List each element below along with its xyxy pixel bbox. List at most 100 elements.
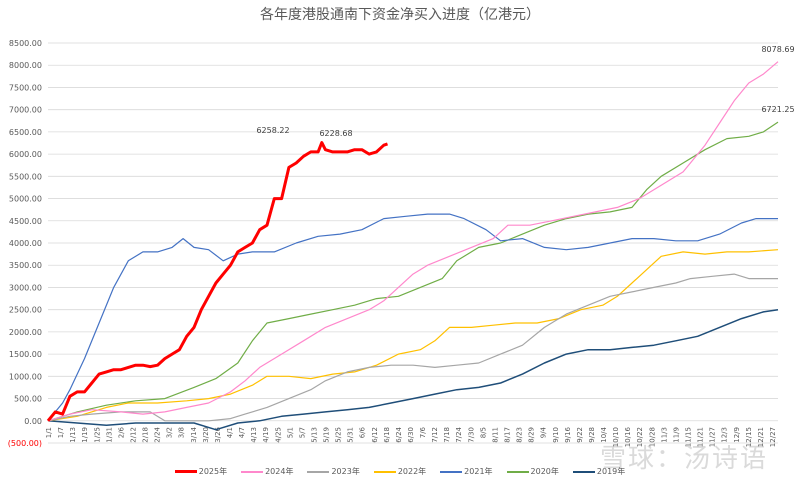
x-tick-label: 4/25 xyxy=(274,427,282,443)
series-line xyxy=(47,213,778,422)
x-tick-label: 12/27 xyxy=(769,427,777,447)
series-line xyxy=(47,61,779,422)
y-tick-label: 2500.00 xyxy=(9,306,42,315)
x-tick-label: 6/18 xyxy=(383,427,391,443)
y-tick-label: 8500.00 xyxy=(9,39,42,48)
legend-swatch xyxy=(572,470,595,473)
x-tick-label: 10/22 xyxy=(636,427,644,447)
y-axis: (500.00) 0.00 500.00 1000.00 1500.00 2000.00 2… xyxy=(8,39,42,448)
legend-label: 2019年 xyxy=(596,467,626,476)
x-tick-label: 5/31 xyxy=(347,427,355,443)
x-tick-label: 4/13 xyxy=(250,427,258,443)
x-tick-label: 9/22 xyxy=(576,427,584,443)
x-tick-label: 11/27 xyxy=(709,427,717,447)
x-tick-label: 12/9 xyxy=(733,427,741,443)
x-tick-label: 3/14 xyxy=(190,426,198,442)
x-tick-label: 12/15 xyxy=(745,427,753,447)
x-tick-label: 2/6 xyxy=(117,426,125,438)
x-tick-label: 6/12 xyxy=(371,427,379,443)
x-tick-label: 1/25 xyxy=(93,427,101,443)
x-tick-label: 1/7 xyxy=(57,427,65,438)
x-tick-label: 10/4 xyxy=(600,426,608,442)
x-axis: 1/1 1/7 1/13 1/19 1/25 1/31 2/6 2/12 2/18 2/24 3/2… xyxy=(45,426,777,447)
legend-label: 2021年 xyxy=(464,467,493,476)
series-lines xyxy=(46,61,779,431)
y-tick-label: (500.00) xyxy=(8,439,42,448)
x-tick-label: 1/31 xyxy=(105,427,113,443)
x-tick-label: 9/16 xyxy=(564,426,572,442)
legend-label: 2022年 xyxy=(397,467,427,476)
x-tick-label: 6/30 xyxy=(407,427,415,443)
x-tick-label: 1/19 xyxy=(81,427,89,443)
y-tick-label: 5000.00 xyxy=(9,195,42,204)
legend-item: 2023年 xyxy=(307,466,360,477)
x-tick-label: 7/30 xyxy=(467,427,475,443)
y-tick-label: 4500.00 xyxy=(9,217,42,226)
x-tick-label: 7/12 xyxy=(431,427,439,443)
series-line xyxy=(47,273,778,422)
x-tick-label: 8/23 xyxy=(516,427,524,443)
series-line xyxy=(47,308,779,431)
x-tick-label: 2/24 xyxy=(154,426,162,442)
y-tick-label: 6000.00 xyxy=(9,150,42,159)
legend-swatch xyxy=(373,470,396,473)
legend: 2025年 2024年 2023年 2022年 2021年 2020年 2019年 xyxy=(0,466,800,477)
y-tick-label: 2000.00 xyxy=(9,328,42,337)
legend-swatch xyxy=(174,470,197,473)
y-tick-label: 1500.00 xyxy=(9,350,42,359)
y-tick-label: 4000.00 xyxy=(9,239,42,248)
x-tick-label: 9/10 xyxy=(552,427,560,443)
x-tick-label: 10/10 xyxy=(612,427,620,447)
legend-label: 2024年 xyxy=(265,467,294,476)
x-tick-label: 4/1 xyxy=(226,427,234,438)
x-tick-label: 3/20 xyxy=(202,427,210,443)
y-tick-label: 1000.00 xyxy=(9,372,42,381)
legend-swatch xyxy=(440,470,463,473)
x-tick-label: 10/28 xyxy=(648,427,656,447)
legend-item: 2019年 xyxy=(572,466,626,477)
series-line xyxy=(47,121,779,422)
y-tick-label: 3000.00 xyxy=(9,283,42,292)
chart-title: 各年度港股通南下资金净买入进度（亿港元） xyxy=(260,7,540,23)
series-line xyxy=(46,141,388,422)
data-labels: 6258.22 6228.68 8078.69 6721.25 xyxy=(256,45,794,138)
series-line xyxy=(47,249,779,422)
data-label: 6721.25 xyxy=(761,105,794,114)
y-tick-label: 7000.00 xyxy=(9,106,42,115)
x-tick-label: 2/18 xyxy=(142,427,150,443)
legend-item: 2022年 xyxy=(373,466,427,477)
y-tick-label: 3500.00 xyxy=(9,261,42,270)
x-tick-label: 7/6 xyxy=(419,426,427,438)
watermark: 雪球：汤诗语 xyxy=(600,444,769,474)
x-tick-label: 1/13 xyxy=(69,427,77,443)
x-tick-label: 11/9 xyxy=(672,427,680,443)
x-tick-label: 12/3 xyxy=(721,427,729,443)
data-label: 8078.69 xyxy=(761,45,794,54)
x-tick-label: 8/17 xyxy=(504,427,512,443)
x-tick-label: 2/12 xyxy=(129,427,137,443)
x-tick-label: 9/28 xyxy=(588,427,596,443)
legend-item: 2020年 xyxy=(506,466,559,477)
x-tick-label: 8/11 xyxy=(491,427,499,443)
x-tick-label: 11/21 xyxy=(697,427,705,447)
x-tick-label: 5/19 xyxy=(323,427,331,443)
legend-item: 2021年 xyxy=(440,466,493,477)
legend-swatch xyxy=(506,470,529,473)
x-tick-label: 6/6 xyxy=(359,426,367,438)
x-tick-label: 4/19 xyxy=(262,427,270,443)
x-tick-label: 5/7 xyxy=(298,427,306,438)
legend-swatch xyxy=(241,470,264,473)
y-tick-label: 7500.00 xyxy=(9,83,42,92)
y-tick-label: 500.00 xyxy=(14,395,42,404)
x-tick-label: 11/3 xyxy=(660,427,668,443)
y-tick-label: 5500.00 xyxy=(9,172,42,181)
y-tick-label: 0.00 xyxy=(24,417,42,426)
legend-label: 2023年 xyxy=(331,467,360,476)
x-tick-label: 8/5 xyxy=(479,427,487,438)
x-tick-label: 6/24 xyxy=(395,426,403,442)
x-tick-label: 9/4 xyxy=(540,426,548,438)
y-tick-label: 6500.00 xyxy=(9,128,42,137)
x-tick-label: 5/13 xyxy=(310,427,318,443)
x-tick-label: 5/25 xyxy=(335,427,343,443)
